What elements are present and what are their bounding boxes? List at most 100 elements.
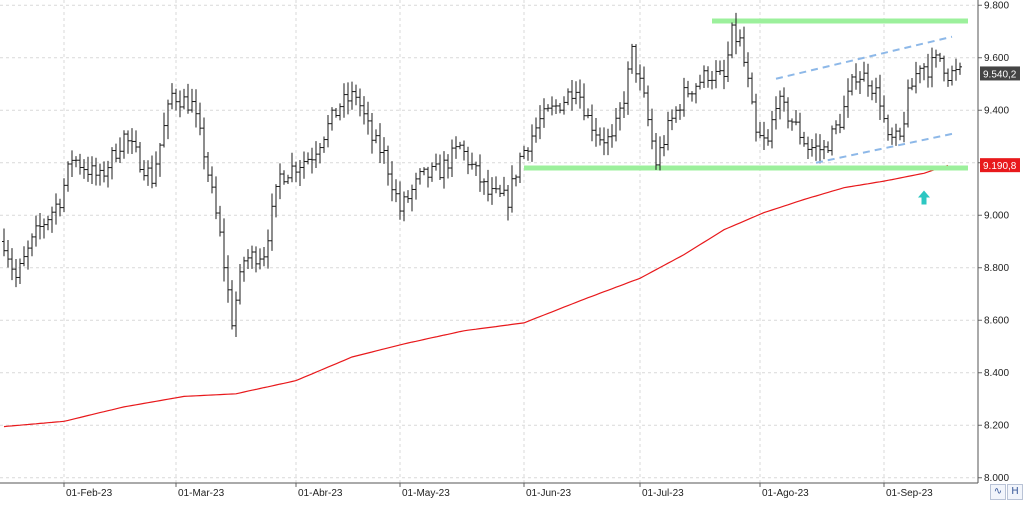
ohlc-bar (710, 71, 714, 90)
y-tick-label: 8.400 (984, 368, 1009, 379)
ohlc-bar (358, 88, 362, 117)
ohlc-bar (874, 77, 878, 103)
ohlc-bar (542, 98, 546, 128)
ohlc-bar (142, 160, 146, 181)
ohlc-bar (514, 174, 518, 187)
ohlc-bar (74, 156, 78, 168)
ohlc-bar (798, 112, 802, 145)
ohlc-bar (478, 154, 482, 192)
ohlc-bar (682, 77, 686, 117)
ohlc-bar (754, 93, 758, 142)
ohlc-bar (718, 60, 722, 75)
ohlc-bar (902, 111, 906, 143)
ohlc-bar (714, 60, 718, 89)
ohlc-bar (674, 106, 678, 123)
ohlc-bar (538, 105, 542, 140)
ohlc-bar (174, 88, 178, 111)
ohlc-bar (126, 130, 130, 154)
ohlc-bar (534, 117, 538, 143)
ohlc-bar (610, 124, 614, 148)
ohlc-bar (958, 62, 962, 75)
ohlc-bar (262, 246, 266, 267)
moving-average-line (3, 164, 949, 428)
ohlc-bar (914, 61, 918, 94)
ohlc-bar (858, 71, 862, 94)
wave-icon[interactable]: ∿ (990, 484, 1006, 500)
ohlc-bar (886, 114, 890, 141)
ohlc-bar (346, 82, 350, 115)
ohlc-bar (62, 178, 66, 212)
ohlc-bar (118, 137, 122, 163)
x-tick-label: 01-Sep-23 (886, 488, 933, 499)
ohlc-bar (750, 72, 754, 105)
ohlc-bar (942, 55, 946, 82)
ohlc-bar (854, 63, 858, 90)
ohlc-bar (550, 96, 554, 116)
ohlc-bar (766, 129, 770, 146)
ohlc-bar (906, 79, 910, 128)
last-price-tag-text: 9.540,2 (983, 69, 1017, 80)
ohlc-bar (18, 258, 22, 284)
ohlc-bar (922, 63, 926, 81)
ohlc-bar (138, 141, 142, 173)
ohlc-bar (802, 131, 806, 147)
y-tick-label: 9.600 (984, 53, 1009, 64)
ohlc-bar (830, 125, 834, 156)
ohlc-bar (66, 161, 70, 192)
ohlc-bar (434, 153, 438, 171)
x-tick-label: 01-Ago-23 (762, 488, 809, 499)
ohlc-bar (470, 152, 474, 170)
ohlc-bar (838, 113, 842, 134)
h-icon[interactable]: H (1007, 484, 1023, 500)
ohlc-bar (930, 47, 934, 88)
ohlc-bar (466, 146, 470, 175)
ohlc-bar (582, 83, 586, 121)
ohlc-bar (462, 140, 466, 161)
ohlc-bar (326, 115, 330, 148)
ohlc-bar (362, 96, 366, 125)
ohlc-bar (574, 81, 578, 105)
ohlc-bar (42, 218, 46, 239)
ohlc-bar (310, 147, 314, 174)
ohlc-bar (910, 78, 914, 91)
last-price-tag: 9.540,2 (980, 66, 1020, 81)
ohlc-bar (562, 96, 566, 115)
ohlc-bar (606, 128, 610, 156)
ohlc-bar (826, 141, 830, 154)
ohlc-bar (790, 118, 794, 131)
ohlc-bar (394, 179, 398, 203)
ohlc-bar (246, 249, 250, 269)
ohlc-bar (442, 151, 446, 189)
ohlc-bar (82, 159, 86, 179)
ohlc-bar (690, 91, 694, 102)
x-tick-label: 01-May-23 (402, 488, 450, 499)
ohlc-bar (938, 52, 942, 62)
ohlc-bar (158, 142, 162, 177)
ohlc-bar (726, 41, 730, 83)
up-arrow-icon (918, 190, 930, 205)
ohlc-bar (410, 184, 414, 212)
ohlc-bar (342, 83, 346, 118)
ohlc-bar (834, 120, 838, 135)
ohlc-bar (178, 90, 182, 118)
ohlc-bar (14, 258, 18, 288)
ohlc-bar (778, 90, 782, 120)
ohlc-bars-layer (2, 12, 962, 337)
ohlc-bar (918, 65, 922, 84)
ohlc-bar (134, 130, 138, 153)
ohlc-bar (706, 66, 710, 88)
ohlc-bar (170, 83, 174, 110)
ohlc-bar (58, 198, 62, 217)
ohlc-bar (38, 212, 42, 240)
ohlc-bar (242, 256, 246, 282)
ohlc-bar (774, 96, 778, 130)
ohlc-bar (406, 190, 410, 203)
ohlc-bar (786, 97, 790, 129)
ohlc-bar (366, 101, 370, 135)
ohlc-bar (334, 108, 338, 118)
ohlc-bar (850, 74, 854, 96)
ohlc-bar (482, 178, 486, 195)
ohlc-bar (354, 84, 358, 106)
ohlc-bar (870, 80, 874, 101)
